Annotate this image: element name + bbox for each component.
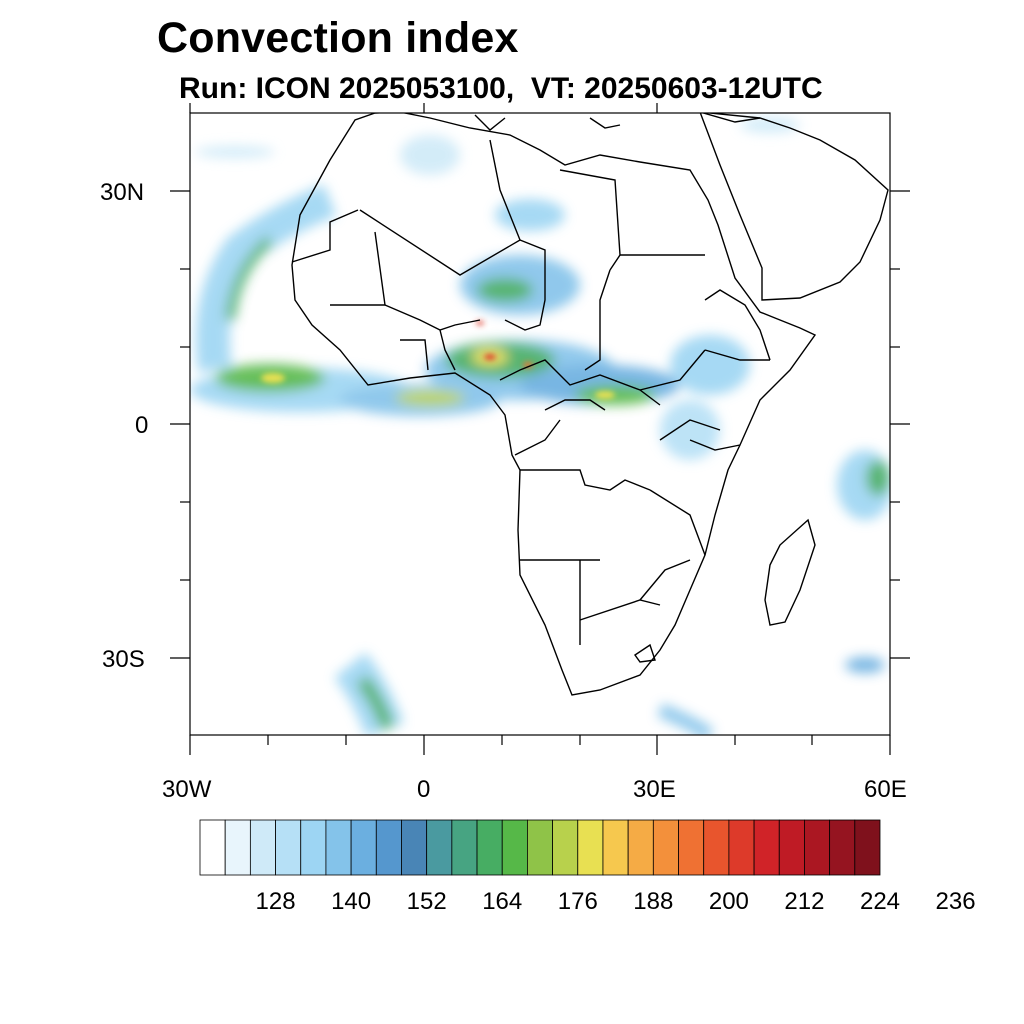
colorbar-swatch: [829, 819, 856, 876]
colorbar-swatch: [577, 819, 604, 876]
colorbar-tick-label: 176: [557, 888, 598, 915]
colorbar-swatch: [325, 819, 352, 876]
colorbar-tick-label: 224: [859, 888, 901, 915]
colorbar-tick-label: 200: [708, 888, 749, 915]
colorbar-tick-label: 236: [935, 888, 976, 915]
colorbar-tick-label: 128: [255, 888, 296, 915]
lon-label-60e: 60E: [864, 776, 907, 803]
colorbar-swatch: [527, 819, 553, 876]
colorbar-swatch: [627, 819, 654, 876]
colorbar-swatch: [451, 819, 478, 876]
colorbar-swatch: [300, 819, 327, 876]
map-subtitle: Run: ICON 2025053100, VT: 20250603-12UTC: [179, 72, 823, 105]
colorbar-swatch: [401, 819, 428, 876]
colorbar-swatch: [728, 819, 755, 876]
colorbar-swatch: [199, 819, 226, 876]
lat-label-30s: 30S: [102, 646, 145, 673]
colorbar-swatch: [350, 819, 377, 876]
colorbar-swatch: [375, 819, 402, 876]
colorbar-swatch: [275, 819, 302, 876]
coastlines: [291, 113, 889, 696]
lat-label-0: 0: [135, 412, 149, 439]
colorbar-tick-label: 212: [784, 888, 825, 915]
colorbar-tick-label: 140: [331, 888, 372, 915]
colorbar-swatch: [476, 819, 503, 876]
colorbar-swatch: [224, 819, 251, 876]
colorbar-swatch: [753, 819, 780, 876]
colorbar-swatch: [652, 819, 679, 876]
colorbar-swatch: [426, 819, 453, 876]
colorbar-swatch: [501, 819, 528, 876]
colorbar-swatch: [804, 819, 831, 876]
colorbar-tick-label: 164: [482, 888, 523, 915]
lon-label-0: 0: [417, 776, 431, 803]
colorbar-swatch: [678, 819, 705, 876]
colorbar-swatch: [249, 819, 276, 876]
colorbar-swatch: [778, 819, 805, 876]
colorbar-swatch: [552, 819, 579, 876]
colorbar-swatch: [854, 819, 881, 876]
colorbar-tick-label: 188: [633, 888, 674, 915]
lon-label-30w: 30W: [162, 776, 212, 803]
axis-ticks: [170, 103, 910, 755]
colorbar-swatch: [602, 819, 629, 876]
lon-label-30e: 30E: [633, 776, 676, 803]
colorbar: [199, 819, 881, 876]
lat-label-30n: 30N: [100, 179, 145, 206]
map-title: Convection index: [157, 14, 519, 62]
colorbar-tick-label: 152: [406, 888, 447, 915]
convection-field: [190, 117, 890, 735]
colorbar-swatch: [703, 819, 730, 876]
